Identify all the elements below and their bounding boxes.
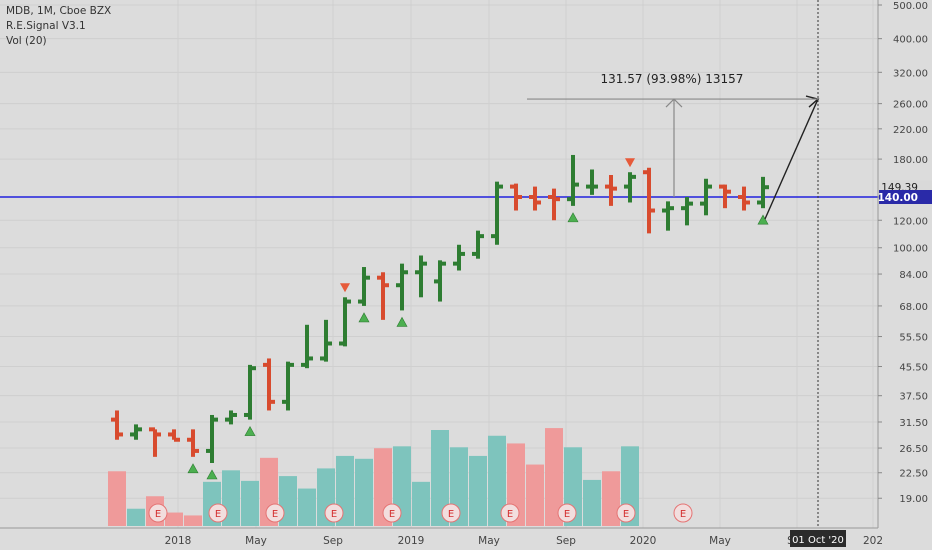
price-tick-label: 68.00	[899, 302, 928, 313]
indicator-label[interactable]: R.E.Signal V3.1	[6, 20, 86, 32]
volume-bar	[602, 471, 620, 526]
volume-bar	[184, 515, 202, 526]
earnings-label: E	[448, 509, 454, 520]
volume-bar	[412, 481, 430, 526]
volume-bar	[469, 455, 487, 526]
price-tick-label: 19.00	[899, 494, 928, 505]
earnings-label: E	[331, 509, 337, 520]
hline-price-badge	[879, 190, 932, 204]
earnings-label: E	[389, 509, 395, 520]
price-tick-label: 26.50	[899, 444, 928, 455]
earnings-label: E	[564, 509, 570, 520]
volume-bar	[431, 430, 449, 526]
price-axis-panel	[878, 0, 932, 550]
earnings-icon	[673, 503, 693, 523]
time-axis-label: May	[245, 535, 267, 547]
signal-up-icon	[396, 316, 408, 327]
earnings-icon	[557, 503, 577, 523]
earnings-icon	[208, 503, 228, 523]
signal-up-icon	[567, 212, 579, 223]
price-tick-label: 100.00	[893, 244, 928, 255]
price-tick-label: 37.50	[899, 392, 928, 403]
price-tick-label: 180.00	[893, 155, 928, 166]
signal-down-icon	[340, 283, 350, 293]
volume-bar	[241, 480, 259, 526]
volume-bar	[298, 488, 316, 526]
price-tick-label: 320.00	[893, 68, 928, 79]
price-tick-label: 45.50	[899, 363, 928, 374]
time-axis-label: 202	[863, 535, 883, 547]
earnings-label: E	[272, 509, 278, 520]
price-tick-label: 400.00	[893, 35, 928, 46]
price-tick-label: 55.50	[899, 333, 928, 344]
signal-up-icon	[187, 463, 199, 474]
volume-bar	[526, 464, 544, 526]
symbol-line[interactable]: MDB, 1M, Cboe BZX	[6, 5, 112, 17]
earnings-icon	[382, 503, 402, 523]
volume-bar	[545, 428, 563, 526]
price-tick-label: 31.50	[899, 418, 928, 429]
time-axis-label: 2019	[398, 535, 425, 547]
price-tick-label: 22.50	[899, 469, 928, 480]
volume-bar	[355, 458, 373, 526]
signal-up-icon	[757, 214, 769, 225]
time-cursor-label: 01 Oct '20	[792, 535, 844, 546]
time-axis-label: 2020	[630, 535, 657, 547]
earnings-icon	[148, 503, 168, 523]
time-axis-label: May	[478, 535, 500, 547]
earnings-icon	[616, 503, 636, 523]
earnings-icon	[500, 503, 520, 523]
volume-bar	[108, 471, 126, 526]
earnings-label: E	[155, 509, 161, 520]
signal-up-icon	[206, 469, 218, 480]
price-tick-label: 120.00	[893, 216, 928, 227]
chart-legend: MDB, 1M, Cboe BZX R.E.Signal V3.1 Vol (2…	[6, 4, 111, 49]
volume-bar	[127, 508, 145, 526]
time-cursor-badge	[790, 530, 846, 547]
earnings-label: E	[623, 509, 629, 520]
price-tick-label: 500.00	[893, 1, 928, 12]
volume-label[interactable]: Vol (20)	[6, 35, 47, 47]
earnings-icon	[441, 503, 461, 523]
earnings-label: E	[680, 509, 686, 520]
signal-up-icon	[244, 425, 256, 436]
projection-label: 131.57 (93.98%) 13157	[601, 72, 744, 86]
signal-down-icon	[625, 158, 635, 168]
earnings-label: E	[215, 509, 221, 520]
earnings-label: E	[507, 509, 513, 520]
earnings-icon	[324, 503, 344, 523]
volume-bar	[583, 479, 601, 526]
time-axis-label: Sep	[323, 535, 343, 547]
projection-arrow	[764, 98, 819, 220]
price-tick-label: 84.00	[899, 270, 928, 281]
time-axis-label: Sep	[556, 535, 576, 547]
earnings-icon	[265, 503, 285, 523]
signal-up-icon	[358, 312, 370, 323]
price-tick-label: 220.00	[893, 125, 928, 136]
time-axis-label: May	[709, 535, 731, 547]
hline-price-label: 140.00	[877, 192, 918, 204]
time-axis-panel	[0, 528, 932, 550]
price-tick-label: 260.00	[893, 100, 928, 111]
volume-bar	[165, 512, 183, 526]
time-axis-label: 2018	[165, 535, 192, 547]
volume-bar	[488, 435, 506, 526]
measure-arrowhead	[665, 98, 683, 108]
